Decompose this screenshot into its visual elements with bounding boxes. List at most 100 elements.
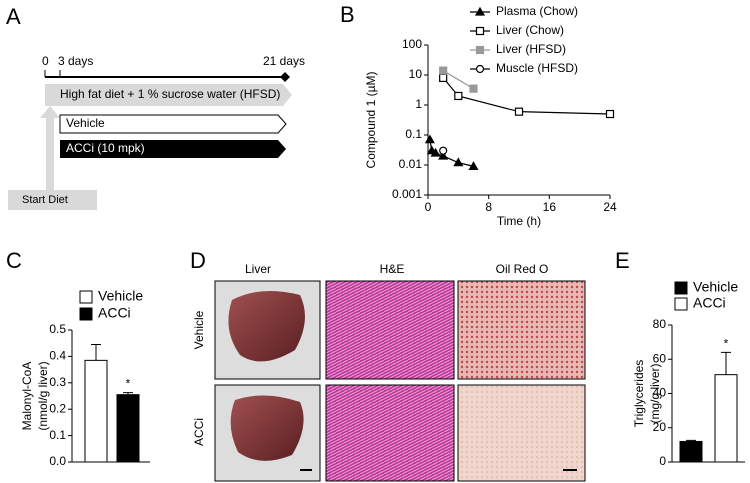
annotation: * (126, 377, 131, 391)
acci-bar (60, 140, 286, 158)
y-tick-label: 0.001 (392, 187, 422, 201)
start-arrow (40, 106, 60, 190)
column-header: Liver (245, 262, 271, 276)
marker (430, 147, 441, 157)
column-header: H&E (380, 262, 405, 276)
series-line (442, 77, 611, 115)
y-tick-label: 10 (409, 67, 423, 81)
legend-label: Liver (HFSD) (496, 42, 566, 56)
oil-red-image (457, 280, 586, 380)
error-bar (123, 392, 133, 395)
marker (453, 157, 464, 167)
y-tick-label: 80 (653, 317, 667, 331)
y-axis-label: Triglycerides (632, 360, 646, 428)
x-tick-label: 24 (603, 200, 617, 214)
marker (468, 161, 479, 170)
x-tick-label: 8 (485, 200, 492, 214)
timeline-label: 0 (42, 54, 49, 68)
y-tick-label: 0.01 (399, 157, 423, 171)
y-tick-label: 0.5 (49, 322, 66, 336)
end-diamond (280, 72, 290, 82)
marker (439, 66, 448, 75)
diet-bar (45, 84, 292, 106)
x-axis-label: Time (h) (497, 214, 541, 228)
y-tick-label: 0.0 (49, 454, 66, 468)
histology: Liver H&E Oil Red O Vehicle ACCi (192, 262, 586, 482)
bar (714, 374, 738, 463)
legend-label: Vehicle (693, 279, 738, 295)
y-tick-label: 0.1 (49, 428, 66, 442)
row-header: ACCi (192, 418, 206, 446)
panel-letter: C (6, 248, 22, 273)
panel-letter: A (6, 4, 21, 29)
panel-letter: B (340, 2, 355, 27)
y-axis-label: (nmol/g liver) (36, 361, 50, 430)
legend-label: Liver (Chow) (496, 23, 564, 37)
marker (439, 146, 448, 155)
panel-letters: A B C D E (6, 2, 630, 273)
marker (454, 91, 463, 101)
timeline-diagram: 0 3 days 21 days High fat diet + 1 % suc… (8, 54, 305, 210)
start-label: Start Diet (22, 194, 68, 206)
marker (514, 107, 524, 116)
marker (469, 84, 478, 93)
vehicle-label: Vehicle (66, 116, 105, 130)
legend-swatch (79, 290, 93, 304)
legend-swatch (79, 307, 93, 321)
error-bar (686, 439, 696, 442)
panel-letter: E (615, 248, 630, 273)
marker (439, 73, 448, 83)
bar (84, 359, 108, 463)
bar (679, 440, 703, 463)
liver-shape (228, 291, 305, 362)
legend-label: ACCi (98, 305, 131, 321)
y-tick-label: 60 (653, 351, 667, 365)
timeline-label: 21 days (263, 54, 305, 68)
y-tick-label: 0.3 (49, 375, 66, 389)
y-tick-label: 0.2 (49, 401, 66, 415)
series-line (442, 70, 474, 90)
row-header: Vehicle (192, 310, 206, 349)
x-tick-label: 0 (425, 200, 432, 214)
error-bar (91, 344, 101, 361)
vehicle-bar (59, 114, 287, 134)
marker (605, 109, 615, 119)
he-image (325, 280, 455, 380)
error-bar (721, 351, 731, 375)
diet-label: High fat diet + 1 % sucrose water (HFSD) (60, 87, 280, 101)
legend-swatch (674, 297, 688, 311)
timeline-label: 3 days (58, 54, 93, 68)
annotation: * (724, 337, 729, 351)
marker (474, 6, 486, 16)
legend-label: Muscle (HFSD) (496, 61, 578, 75)
start-box (8, 190, 97, 210)
marker (475, 64, 485, 74)
y-tick-label: 0.1 (405, 127, 422, 141)
column-header: Oil Red O (496, 262, 549, 276)
y-tick-label: 40 (653, 386, 667, 400)
marker (438, 150, 449, 160)
y-axis-label: Malonyl-CoA (20, 362, 34, 431)
oil-red-image (457, 384, 586, 482)
he-image (325, 384, 455, 482)
panel-letter: D (190, 248, 206, 273)
y-axis-label: (mg/g liver) (648, 363, 662, 423)
y-tick-label: 20 (653, 420, 667, 434)
legend-label: Vehicle (98, 288, 143, 304)
y-tick-label: 1 (415, 97, 422, 111)
x-tick-label: 16 (543, 200, 557, 214)
marker (475, 26, 485, 36)
marker (424, 134, 435, 144)
legend-swatch (674, 281, 688, 295)
marker (475, 45, 485, 55)
bar (116, 394, 140, 463)
y-tick-label: 100 (402, 37, 422, 51)
y-tick-label: 0.4 (49, 349, 66, 363)
y-axis-label: Compound 1 (µM) (364, 72, 378, 169)
legend-label: ACCi (693, 295, 726, 311)
y-tick-label: 0 (659, 454, 666, 468)
legend-label: Plasma (Chow) (496, 4, 578, 18)
liver-shape (230, 395, 304, 461)
acci-label: ACCi (10 mpk) (66, 141, 145, 155)
